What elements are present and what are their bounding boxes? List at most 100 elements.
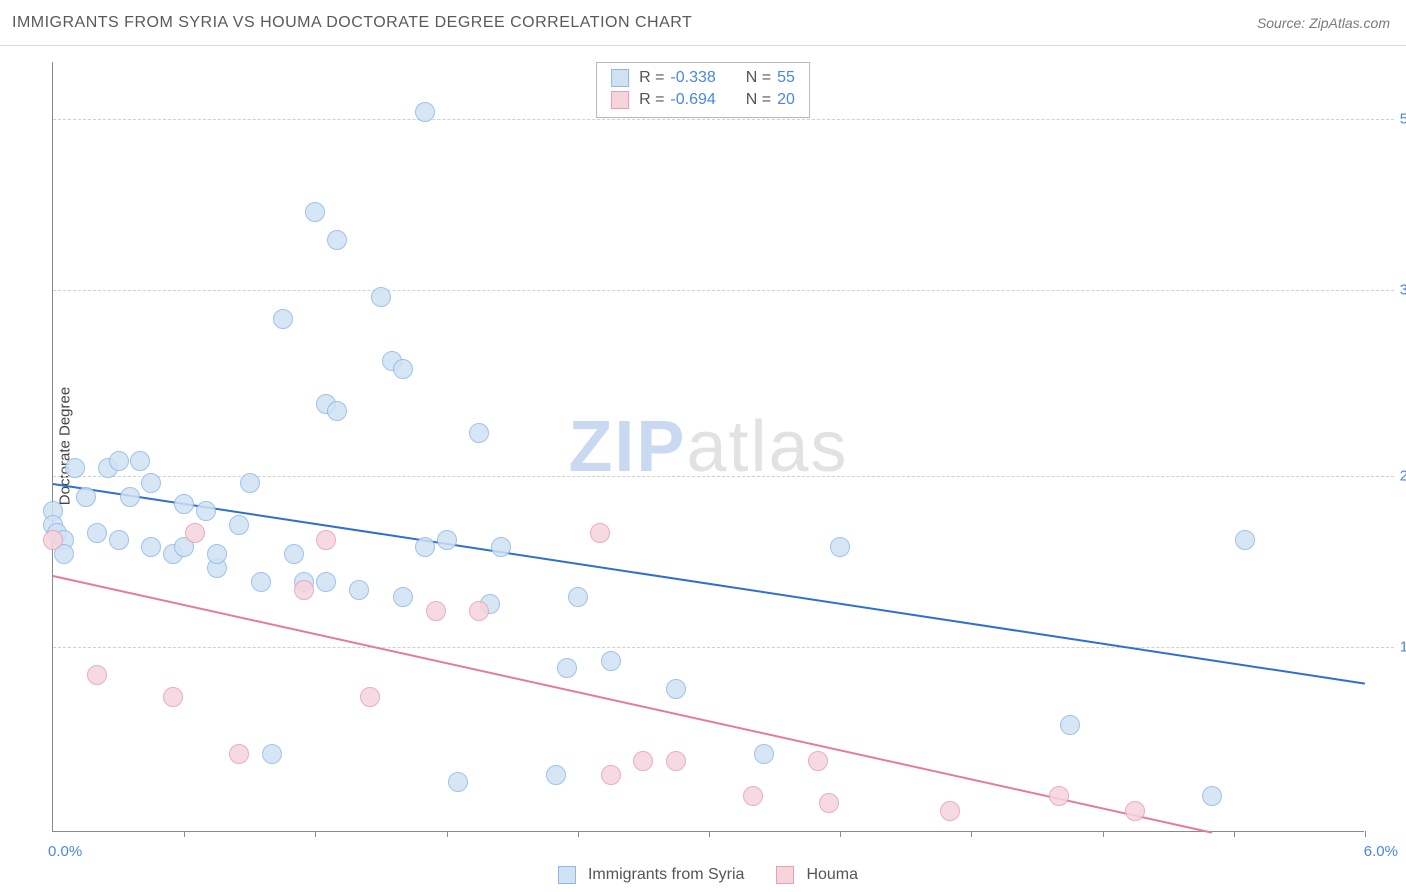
data-point-syria: [546, 765, 566, 785]
plot-area: ZIPatlas 1.3%2.5%3.8%5.0%: [52, 62, 1364, 832]
data-point-houma: [185, 523, 205, 543]
data-point-houma: [360, 687, 380, 707]
data-point-syria: [141, 537, 161, 557]
data-point-syria: [601, 651, 621, 671]
x-tick: [840, 831, 841, 837]
data-point-houma: [819, 793, 839, 813]
data-point-houma: [633, 751, 653, 771]
data-point-syria: [196, 501, 216, 521]
data-point-syria: [393, 587, 413, 607]
data-point-syria: [262, 744, 282, 764]
data-point-houma: [294, 580, 314, 600]
data-point-syria: [65, 458, 85, 478]
r-value: -0.338: [670, 67, 715, 89]
data-point-houma: [601, 765, 621, 785]
legend-item-label: Immigrants from Syria: [588, 866, 744, 884]
data-point-syria: [437, 530, 457, 550]
x-tick: [1365, 831, 1366, 837]
data-point-houma: [316, 530, 336, 550]
gridline-h: [53, 647, 1394, 648]
data-point-houma: [808, 751, 828, 771]
r-label: R =: [639, 67, 664, 89]
data-point-syria: [109, 530, 129, 550]
x-tick: [184, 831, 185, 837]
x-tick: [1103, 831, 1104, 837]
n-label: N =: [746, 67, 771, 89]
data-point-syria: [415, 102, 435, 122]
data-point-syria: [207, 544, 227, 564]
data-point-syria: [469, 423, 489, 443]
r-value: -0.694: [670, 89, 715, 111]
legend-item-label: Houma: [806, 866, 858, 884]
y-tick-label: 2.5%: [1374, 467, 1406, 484]
n-value: 20: [777, 89, 795, 111]
data-point-houma: [666, 751, 686, 771]
chart-title: IMMIGRANTS FROM SYRIA VS HOUMA DOCTORATE…: [12, 14, 692, 32]
data-point-syria: [666, 679, 686, 699]
data-point-houma: [940, 801, 960, 821]
y-tick-label: 5.0%: [1374, 111, 1406, 128]
data-point-houma: [426, 601, 446, 621]
x-tick: [447, 831, 448, 837]
gridline-h: [53, 290, 1394, 291]
legend-swatch-icon: [611, 69, 629, 87]
x-tick: [709, 831, 710, 837]
data-point-syria: [130, 451, 150, 471]
legend-stat-row-syria: R = -0.338 N = 55: [611, 67, 795, 89]
trend-line-syria: [53, 483, 1365, 685]
data-point-syria: [327, 401, 347, 421]
data-point-syria: [240, 473, 260, 493]
data-point-syria: [568, 587, 588, 607]
data-point-syria: [491, 537, 511, 557]
legend-swatch-icon: [776, 866, 794, 884]
data-point-syria: [316, 572, 336, 592]
trend-line-houma: [53, 575, 1212, 834]
source-attribution: Source: ZipAtlas.com: [1257, 15, 1390, 31]
y-tick-label: 1.3%: [1374, 638, 1406, 655]
data-point-syria: [1235, 530, 1255, 550]
data-point-houma: [229, 744, 249, 764]
data-point-houma: [43, 530, 63, 550]
gridline-h: [53, 119, 1394, 120]
x-axis-max-label: 6.0%: [1364, 843, 1398, 860]
legend-swatch-icon: [611, 91, 629, 109]
x-tick: [971, 831, 972, 837]
chart-header: IMMIGRANTS FROM SYRIA VS HOUMA DOCTORATE…: [0, 0, 1406, 46]
data-point-syria: [120, 487, 140, 507]
data-point-syria: [557, 658, 577, 678]
data-point-syria: [415, 537, 435, 557]
watermark-part2: atlas: [686, 407, 848, 487]
data-point-houma: [1049, 786, 1069, 806]
r-label: R =: [639, 89, 664, 111]
data-point-syria: [1060, 715, 1080, 735]
data-point-syria: [251, 572, 271, 592]
data-point-syria: [76, 487, 96, 507]
series-legend: Immigrants from Syria Houma: [52, 866, 1364, 884]
data-point-syria: [174, 494, 194, 514]
data-point-houma: [1125, 801, 1145, 821]
data-point-syria: [754, 744, 774, 764]
legend-item-syria: Immigrants from Syria: [558, 866, 744, 884]
data-point-syria: [393, 359, 413, 379]
data-point-syria: [349, 580, 369, 600]
data-point-syria: [1202, 786, 1222, 806]
data-point-syria: [327, 230, 347, 250]
data-point-syria: [273, 309, 293, 329]
data-point-syria: [87, 523, 107, 543]
n-value: 55: [777, 67, 795, 89]
data-point-syria: [229, 515, 249, 535]
data-point-houma: [469, 601, 489, 621]
data-point-houma: [743, 786, 763, 806]
data-point-houma: [163, 687, 183, 707]
data-point-syria: [109, 451, 129, 471]
legend-stat-row-houma: R =-0.694N =20: [611, 89, 795, 111]
data-point-syria: [305, 202, 325, 222]
watermark-part1: ZIP: [568, 407, 686, 487]
x-tick: [1234, 831, 1235, 837]
data-point-syria: [448, 772, 468, 792]
legend-item-houma: Houma: [776, 866, 858, 884]
x-tick: [315, 831, 316, 837]
x-axis-min-label: 0.0%: [48, 843, 82, 860]
source-name: ZipAtlas.com: [1309, 15, 1390, 31]
y-tick-label: 3.8%: [1374, 282, 1406, 299]
